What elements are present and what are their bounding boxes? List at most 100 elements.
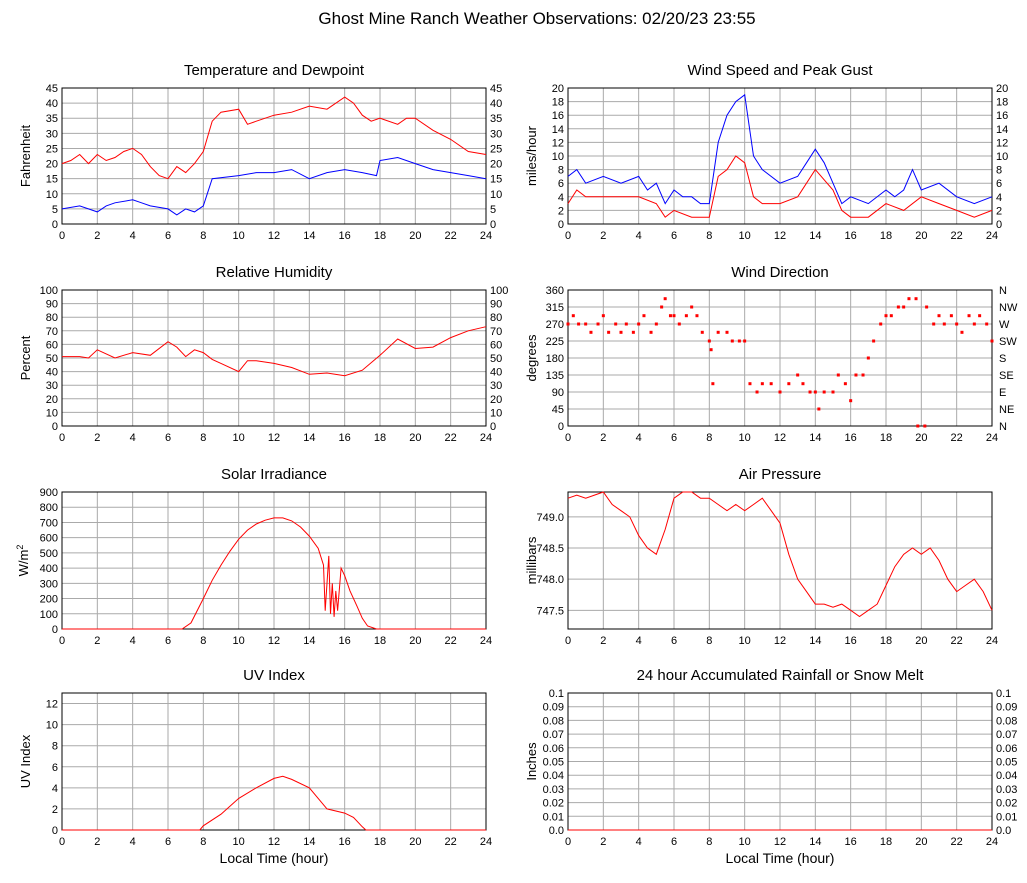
solar-xtick-label: 16 <box>339 635 351 647</box>
wind-ytick-label-right: 6 <box>996 178 1002 190</box>
rain-ytick-label: 0.03 <box>543 784 564 796</box>
winddir-ytick-label: 315 <box>546 302 564 314</box>
rain-ytick-label-right: 0.02 <box>996 798 1017 810</box>
rain-ytick-label: 0.08 <box>543 715 564 727</box>
winddir-data-point <box>631 330 635 334</box>
temp-ytick-label-right: 35 <box>490 113 502 125</box>
humidity-xtick-label: 18 <box>374 432 386 444</box>
temp-ytick-label-right: 30 <box>490 128 502 140</box>
pressure-xtick-label: 16 <box>845 635 857 647</box>
humidity-ytick-label-right: 60 <box>490 339 502 351</box>
humidity-xtick-label: 2 <box>94 432 100 444</box>
solar-ytick-label: 600 <box>40 533 58 545</box>
winddir-data-point <box>843 382 847 386</box>
winddir-data-point <box>808 390 812 394</box>
humidity-ytick-label-right: 20 <box>490 394 502 406</box>
winddir-data-point <box>822 390 826 394</box>
uv-xtick-label: 8 <box>200 836 206 848</box>
solar-ytick-label: 700 <box>40 517 58 529</box>
winddir-data-point <box>711 382 715 386</box>
temp-ytick-label: 35 <box>46 113 58 125</box>
winddir-data-point <box>849 399 853 403</box>
winddir-ytick-label: 270 <box>546 319 564 331</box>
winddir-data-point <box>566 322 570 326</box>
winddir-data-point <box>955 322 959 326</box>
humidity-ytick-label: 80 <box>46 312 58 324</box>
uv-ytick-label: 4 <box>52 783 58 795</box>
winddir-xtick-label: 2 <box>600 432 606 444</box>
uv-ytick-label: 0 <box>52 825 58 837</box>
winddir-data-point <box>601 314 605 318</box>
winddir-data-point <box>914 297 918 301</box>
winddir-data-point <box>637 322 641 326</box>
humidity-xtick-label: 6 <box>165 432 171 444</box>
wind-ytick-label-right: 10 <box>996 151 1008 163</box>
rain-xtick-label: 16 <box>845 836 857 848</box>
pressure-plot-frame <box>567 491 993 630</box>
rain-ytick-label: 0.05 <box>543 757 564 769</box>
humidity-ytick-label-right: 10 <box>490 407 502 419</box>
solar-xtick-label: 14 <box>303 635 315 647</box>
temp-xtick-label: 0 <box>59 230 65 242</box>
winddir-data-point <box>743 339 747 343</box>
winddir-data-point <box>709 348 713 352</box>
wind-ytick-label: 18 <box>552 97 564 109</box>
humidity-xtick-label: 10 <box>233 432 245 444</box>
uv-title: UV Index <box>243 667 305 684</box>
humidity-xtick-label: 4 <box>130 432 136 444</box>
pressure-xtick-label: 0 <box>565 635 571 647</box>
temp-series-line-1 <box>61 156 487 216</box>
rain-xtick-label: 24 <box>986 836 998 848</box>
solar-ytick-label: 400 <box>40 563 58 575</box>
rain-ytick-label-right: 0.05 <box>996 757 1017 769</box>
winddir-title: Wind Direction <box>731 264 829 281</box>
solar-xtick-label: 0 <box>59 635 65 647</box>
solar-xtick-label: 6 <box>165 635 171 647</box>
winddir-data-point <box>672 314 676 318</box>
temp-title: Temperature and Dewpoint <box>184 62 365 79</box>
pressure-xtick-label: 22 <box>951 635 963 647</box>
wind-ytick-label: 2 <box>558 205 564 217</box>
winddir-data-point <box>978 314 982 318</box>
solar-xtick-label: 8 <box>200 635 206 647</box>
uv-ytick-label: 2 <box>52 804 58 816</box>
rain-ytick-label: 0.07 <box>543 729 564 741</box>
winddir-xtick-label: 10 <box>739 432 751 444</box>
solar-ytick-label: 200 <box>40 594 58 606</box>
wind-xtick-label: 8 <box>706 230 712 242</box>
temp-xtick-label: 16 <box>339 230 351 242</box>
rain-xtick-label: 12 <box>774 836 786 848</box>
wind-plot-frame <box>567 87 993 225</box>
rain-ytick-label-right: 0.03 <box>996 784 1017 796</box>
humidity-ytick-label: 0 <box>52 421 58 433</box>
winddir-data-point <box>967 314 971 318</box>
uv-xtick-label: 14 <box>303 836 315 848</box>
temp-ytick-label: 0 <box>52 219 58 231</box>
humidity-ytick-label-right: 90 <box>490 299 502 311</box>
wind-ytick-label-right: 16 <box>996 110 1008 122</box>
winddir-data-point <box>854 373 858 377</box>
winddir-ytick-label: 45 <box>552 404 564 416</box>
uv-xlabel: Local Time (hour) <box>220 850 329 866</box>
solar-ytick-label: 900 <box>40 487 58 499</box>
wind-xtick-label: 4 <box>636 230 642 242</box>
uv-ytick-label: 10 <box>46 720 58 732</box>
uv-ytick-label: 8 <box>52 741 58 753</box>
wind-ytick-label: 10 <box>552 151 564 163</box>
humidity-ytick-label: 60 <box>46 339 58 351</box>
humidity-xtick-label: 24 <box>480 432 492 444</box>
winddir-data-point <box>916 424 920 428</box>
temp-ytick-label-right: 40 <box>490 98 502 110</box>
pressure-title: Air Pressure <box>739 466 822 483</box>
wind-ytick-label-right: 20 <box>996 83 1008 95</box>
uv-ytick-label: 6 <box>52 762 58 774</box>
rain-xtick-label: 22 <box>951 836 963 848</box>
solar-plot-frame <box>61 491 487 630</box>
winddir-data-point <box>813 390 817 394</box>
humidity-ytick-label-right: 30 <box>490 380 502 392</box>
winddir-data-point <box>654 322 658 326</box>
winddir-xtick-label: 22 <box>951 432 963 444</box>
